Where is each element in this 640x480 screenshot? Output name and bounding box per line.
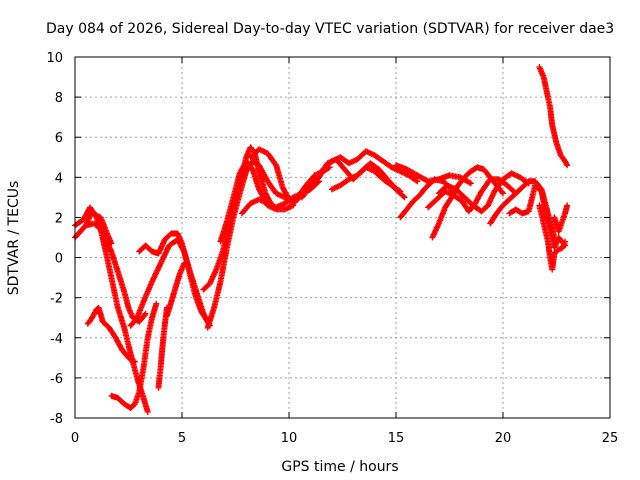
series-track-09: [164, 260, 188, 319]
x-tick-label: 20: [495, 431, 512, 446]
series-track-22: [435, 170, 532, 215]
series-track-25: [536, 202, 569, 273]
data-marker-trail: [204, 158, 297, 331]
series-track-17: [328, 164, 404, 195]
y-tick-label: -8: [50, 412, 63, 427]
y-tick-label: -2: [50, 292, 63, 307]
series-track-04: [84, 304, 138, 365]
data-marker-trail: [136, 230, 211, 325]
data-marker-trail: [155, 304, 170, 391]
series-track-27: [536, 64, 571, 169]
y-tick-label: 6: [55, 131, 63, 146]
data-marker-trail: [506, 182, 569, 251]
chart-title: Day 084 of 2026, Sidereal Day-to-day VTE…: [46, 21, 614, 37]
y-tick-label: 0: [55, 252, 63, 267]
x-tick-label: 5: [178, 431, 186, 446]
data-points: [72, 64, 571, 415]
series-track-24: [506, 182, 569, 251]
x-tick-label: 25: [602, 431, 619, 446]
data-marker-trail: [536, 64, 571, 169]
data-marker-trail: [551, 202, 571, 235]
series-track-08: [155, 304, 170, 391]
y-axis-label: SDTVAR / TECUs: [6, 181, 22, 296]
x-tick-label: 0: [71, 431, 79, 446]
axis-ticks: 0 5 10 15 20 25 -8 -6 -4 -2 0 2 4 6 8 10: [46, 51, 618, 446]
data-marker-trail: [164, 260, 188, 319]
series-track-26: [551, 202, 571, 235]
y-tick-label: -4: [50, 332, 63, 347]
data-marker-trail: [328, 164, 404, 195]
x-tick-label: 10: [281, 431, 298, 446]
y-tick-label: 4: [55, 171, 63, 186]
data-marker-trail: [84, 304, 138, 365]
y-tick-label: 2: [55, 211, 63, 226]
series-track-11: [204, 158, 297, 331]
y-tick-label: -6: [50, 372, 63, 387]
y-tick-label: 8: [55, 91, 63, 106]
y-tick-label: 10: [46, 51, 63, 66]
x-axis-label: GPS time / hours: [281, 459, 398, 475]
x-tick-label: 15: [388, 431, 405, 446]
data-marker-trail: [536, 202, 569, 273]
plot-frame: [74, 56, 611, 419]
data-marker-trail: [108, 300, 160, 411]
data-marker-trail: [435, 170, 532, 215]
series-track-07: [136, 230, 211, 325]
series-track-05: [108, 300, 160, 411]
